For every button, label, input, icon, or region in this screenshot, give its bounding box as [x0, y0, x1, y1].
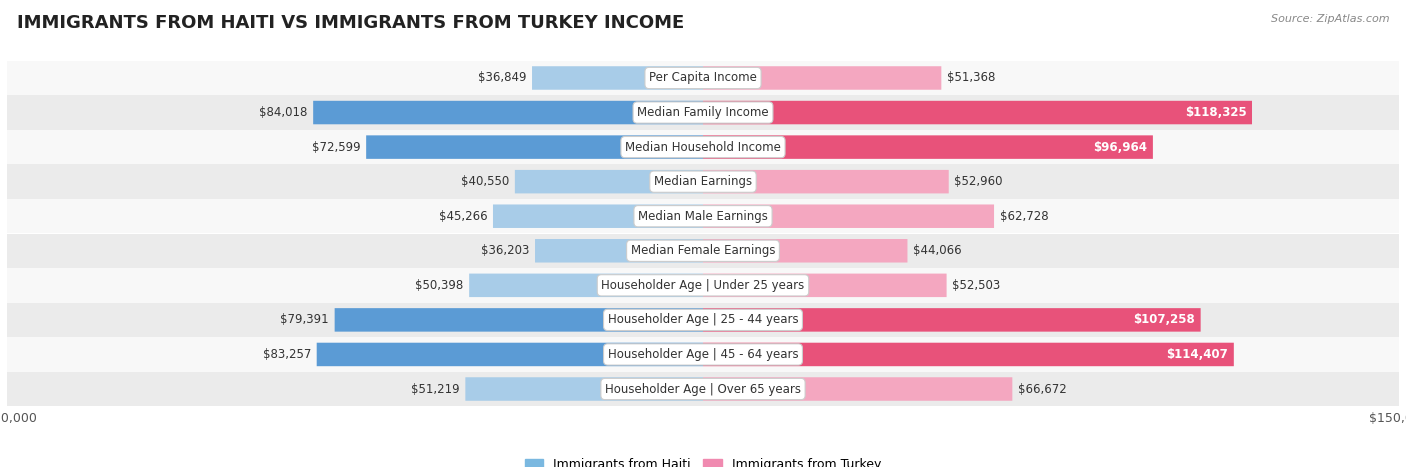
Text: Per Capita Income: Per Capita Income — [650, 71, 756, 85]
Text: Householder Age | Over 65 years: Householder Age | Over 65 years — [605, 382, 801, 396]
Text: $83,257: $83,257 — [263, 348, 311, 361]
FancyBboxPatch shape — [703, 343, 1234, 366]
FancyBboxPatch shape — [703, 239, 907, 262]
FancyBboxPatch shape — [531, 66, 703, 90]
FancyBboxPatch shape — [536, 239, 703, 262]
Bar — [7, 61, 1399, 95]
Text: IMMIGRANTS FROM HAITI VS IMMIGRANTS FROM TURKEY INCOME: IMMIGRANTS FROM HAITI VS IMMIGRANTS FROM… — [17, 14, 685, 32]
Text: Source: ZipAtlas.com: Source: ZipAtlas.com — [1271, 14, 1389, 24]
Text: Householder Age | Under 25 years: Householder Age | Under 25 years — [602, 279, 804, 292]
Bar — [7, 372, 1399, 406]
FancyBboxPatch shape — [703, 170, 949, 193]
Text: $114,407: $114,407 — [1167, 348, 1229, 361]
FancyBboxPatch shape — [494, 205, 703, 228]
Text: $50,398: $50,398 — [415, 279, 464, 292]
Text: $96,964: $96,964 — [1094, 141, 1147, 154]
Text: $51,368: $51,368 — [946, 71, 995, 85]
FancyBboxPatch shape — [703, 308, 1201, 332]
Text: $84,018: $84,018 — [259, 106, 308, 119]
FancyBboxPatch shape — [703, 135, 1153, 159]
Text: $79,391: $79,391 — [280, 313, 329, 326]
Text: Median Male Earnings: Median Male Earnings — [638, 210, 768, 223]
FancyBboxPatch shape — [703, 66, 942, 90]
Text: Median Family Income: Median Family Income — [637, 106, 769, 119]
Bar — [7, 303, 1399, 337]
FancyBboxPatch shape — [470, 274, 703, 297]
FancyBboxPatch shape — [703, 377, 1012, 401]
FancyBboxPatch shape — [515, 170, 703, 193]
Text: $45,266: $45,266 — [439, 210, 488, 223]
Bar — [7, 337, 1399, 372]
Text: $52,503: $52,503 — [952, 279, 1001, 292]
Bar — [7, 199, 1399, 234]
Text: Median Female Earnings: Median Female Earnings — [631, 244, 775, 257]
FancyBboxPatch shape — [703, 205, 994, 228]
Text: $40,550: $40,550 — [461, 175, 509, 188]
FancyBboxPatch shape — [316, 343, 703, 366]
FancyBboxPatch shape — [703, 274, 946, 297]
Text: $72,599: $72,599 — [312, 141, 360, 154]
Bar — [7, 130, 1399, 164]
FancyBboxPatch shape — [366, 135, 703, 159]
Legend: Immigrants from Haiti, Immigrants from Turkey: Immigrants from Haiti, Immigrants from T… — [519, 453, 887, 467]
Text: $62,728: $62,728 — [1000, 210, 1049, 223]
FancyBboxPatch shape — [335, 308, 703, 332]
FancyBboxPatch shape — [314, 101, 703, 124]
Text: Median Earnings: Median Earnings — [654, 175, 752, 188]
Text: $107,258: $107,258 — [1133, 313, 1195, 326]
Bar — [7, 268, 1399, 303]
Text: $36,203: $36,203 — [481, 244, 530, 257]
Text: $52,960: $52,960 — [955, 175, 1002, 188]
FancyBboxPatch shape — [703, 101, 1251, 124]
Bar — [7, 95, 1399, 130]
FancyBboxPatch shape — [465, 377, 703, 401]
Text: $118,325: $118,325 — [1185, 106, 1247, 119]
Text: $66,672: $66,672 — [1018, 382, 1067, 396]
Text: Median Household Income: Median Household Income — [626, 141, 780, 154]
Bar — [7, 164, 1399, 199]
Text: $36,849: $36,849 — [478, 71, 526, 85]
Text: Householder Age | 25 - 44 years: Householder Age | 25 - 44 years — [607, 313, 799, 326]
Text: $44,066: $44,066 — [912, 244, 962, 257]
Text: $51,219: $51,219 — [411, 382, 460, 396]
Bar — [7, 234, 1399, 268]
Text: Householder Age | 45 - 64 years: Householder Age | 45 - 64 years — [607, 348, 799, 361]
